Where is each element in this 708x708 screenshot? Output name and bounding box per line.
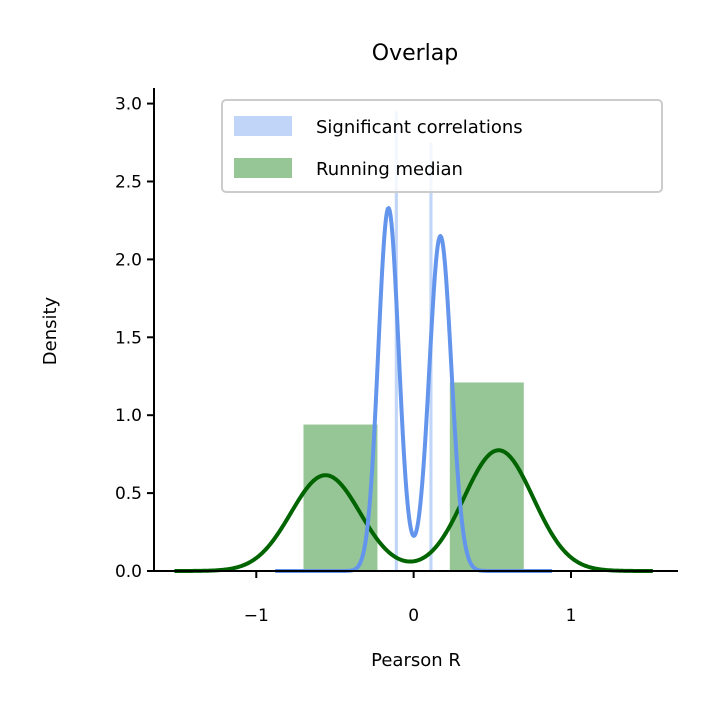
kde-layer [174,206,654,573]
x-tick-label: −1 [244,606,269,626]
y-tick-label: 3.0 [115,95,142,115]
y-tick-label: 1.0 [115,406,142,426]
hist-bar-running-median-2 [449,382,524,571]
y-tick-label: 2.5 [115,172,142,192]
legend: Significant correlations Running median [221,99,663,193]
x-axis-label: Pearson R [371,650,461,671]
legend-swatch-significant-correlations [234,116,292,136]
y-tick-label: 0.0 [115,562,142,582]
chart-title: Overlap [372,41,458,66]
x-tick-label: 0 [408,606,419,626]
hist-bar-running-median-0 [303,424,378,571]
legend-label-running-median: Running median [316,159,463,180]
y-axis-label: Density [40,296,61,365]
y-tick-label: 0.5 [115,484,142,504]
legend-label-significant-correlations: Significant correlations [316,117,523,138]
legend-box [221,99,663,193]
kde-line-running-median [174,448,654,573]
y-tick-label: 1.5 [115,328,142,348]
x-tick-label: 1 [566,606,577,626]
y-tick-label: 2.0 [115,250,142,270]
axes: 0.0 0.5 1.0 1.5 2.0 2.5 3.0 −1 0 1 [115,88,678,626]
legend-swatch-running-median [234,158,292,178]
